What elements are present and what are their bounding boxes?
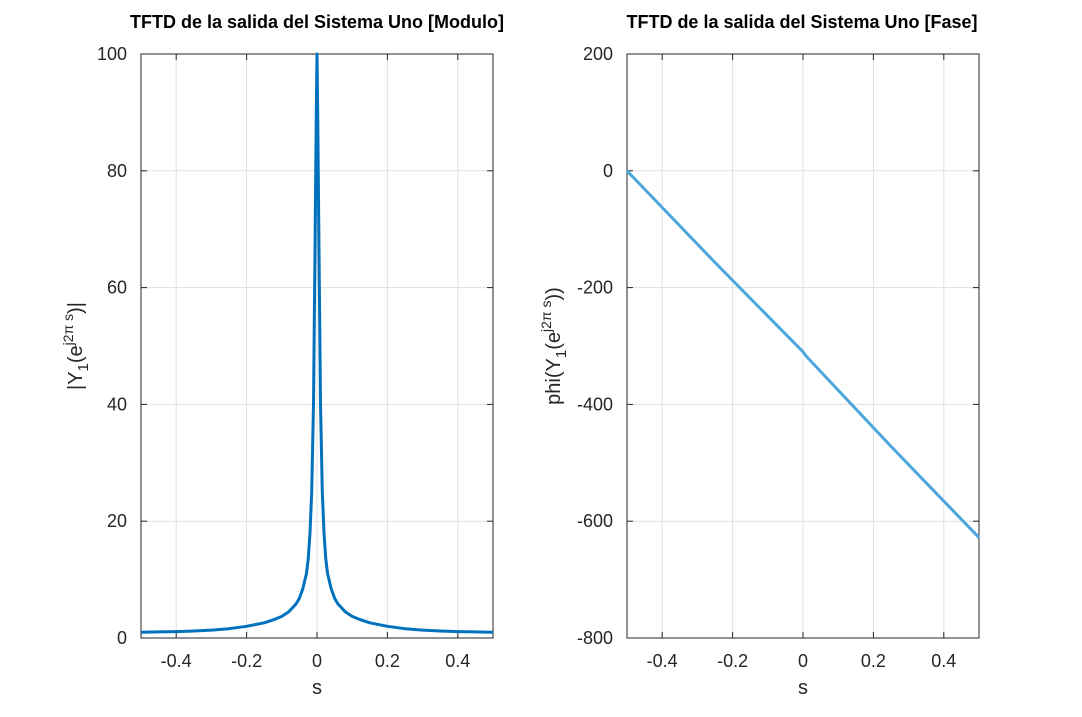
y-tick-label: 0 — [603, 161, 613, 181]
y-tick-label: 20 — [107, 511, 127, 531]
y-label-sup: j2π s — [60, 314, 76, 346]
y-tick-label: 40 — [107, 394, 127, 414]
y-label-sup: j2π s — [538, 301, 554, 333]
x-tick-label: -0.4 — [647, 651, 678, 671]
y-label-mid: (e — [543, 332, 565, 350]
y-tick-label: 100 — [97, 44, 127, 64]
x-tick-label: -0.4 — [161, 651, 192, 671]
x-tick-label: 0.2 — [375, 651, 400, 671]
y-tick-label: -200 — [577, 278, 613, 298]
x-tick-label: 0.2 — [861, 651, 886, 671]
x-tick-label: -0.2 — [717, 651, 748, 671]
y-label-pre: |Y — [65, 371, 87, 390]
series-line-fase — [625, 169, 981, 539]
y-label-pre: phi(Y — [543, 358, 565, 405]
ticks-fase: -0.4 -0.2 0 0.2 0.4 -800 -600 -400 -200 0 200 — [577, 44, 979, 671]
y-label-post: )) — [543, 287, 565, 300]
grid-fase — [627, 53, 979, 639]
x-axis-label-fase: s — [798, 677, 808, 699]
y-label-post: )| — [65, 302, 87, 314]
y-tick-label: -800 — [577, 628, 613, 648]
x-tick-label: 0 — [312, 651, 322, 671]
chart-fase: TFTD de la salida del Sistema Uno [Fase]… — [538, 12, 981, 699]
chart-modulo: TFTD de la salida del Sistema Uno [Modul… — [60, 12, 504, 699]
y-tick-label: 200 — [583, 44, 613, 64]
y-tick-label: -400 — [577, 394, 613, 414]
y-label-mid: (e — [65, 345, 87, 363]
y-axis-label-modulo: |Y1(ej2π s)| — [60, 302, 92, 390]
y-label-sub: 1 — [75, 363, 92, 371]
x-tick-label: 0 — [798, 651, 808, 671]
chart-title-fase: TFTD de la salida del Sistema Uno [Fase] — [626, 12, 977, 32]
y-axis-label-fase: phi(Y1(ej2π s)) — [538, 287, 570, 405]
ticks-modulo: -0.4 -0.2 0 0.2 0.4 0 20 40 60 80 100 — [97, 44, 493, 671]
x-tick-label: 0.4 — [931, 651, 956, 671]
y-tick-label: -600 — [577, 511, 613, 531]
y-label-sub: 1 — [553, 350, 570, 358]
x-axis-label-modulo: s — [312, 677, 322, 699]
y-tick-label: 80 — [107, 161, 127, 181]
chart-title-modulo: TFTD de la salida del Sistema Uno [Modul… — [130, 12, 504, 32]
y-tick-label: 60 — [107, 278, 127, 298]
y-tick-label: 0 — [117, 628, 127, 648]
series-line-modulo — [140, 52, 494, 634]
x-tick-label: 0.4 — [445, 651, 470, 671]
x-tick-label: -0.2 — [231, 651, 262, 671]
